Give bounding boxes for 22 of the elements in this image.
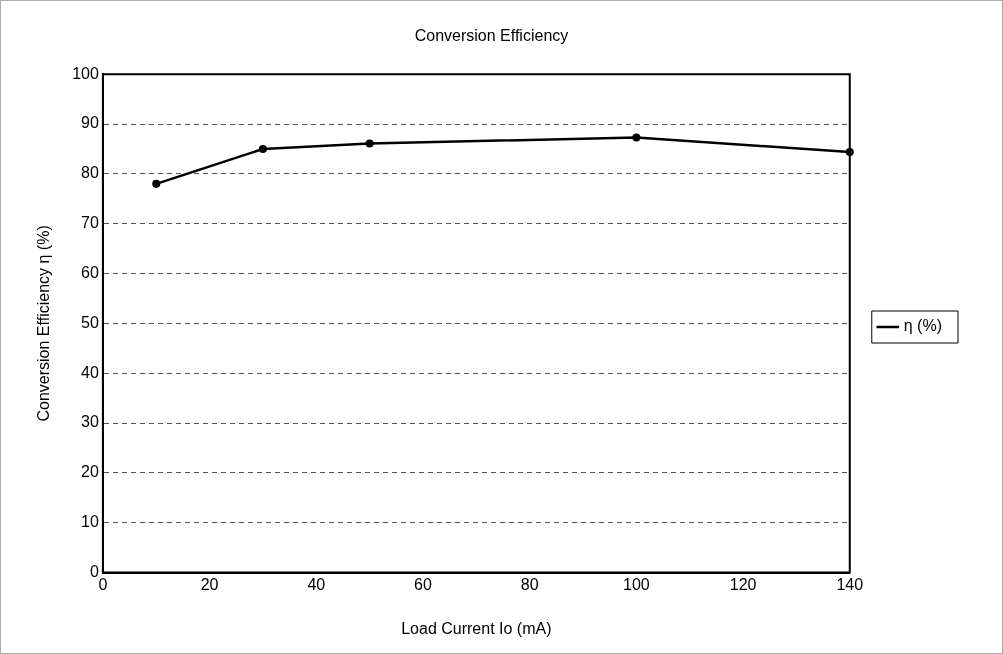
x-tick-label: 100 — [623, 575, 650, 593]
y-tick-label: 80 — [81, 164, 99, 182]
y-tick-label: 0 — [89, 563, 99, 581]
y-tick-label: 50 — [81, 313, 99, 331]
x-axis-title: Load Current Io (mA) — [401, 619, 552, 637]
x-tick-label: 80 — [520, 575, 539, 593]
x-tick-label: 140 — [836, 575, 864, 593]
y-tick-label: 60 — [81, 263, 99, 281]
x-tick-label: 60 — [414, 575, 432, 593]
y-axis-title: Conversion Efficiency η (%) — [35, 225, 53, 422]
y-tick-label: 30 — [81, 413, 99, 431]
chart-title: Conversion Efficiency — [414, 27, 569, 45]
x-tick-label: 20 — [200, 575, 219, 593]
y-tick-label: 20 — [81, 463, 99, 481]
y-tick-label: 40 — [81, 363, 99, 381]
legend-label: η (%) — [903, 317, 943, 335]
x-tick-label: 120 — [729, 575, 757, 593]
y-tick-label: 100 — [72, 64, 99, 82]
x-tick-label: 40 — [307, 575, 326, 593]
y-tick-label: 90 — [81, 114, 99, 132]
y-tick-label: 70 — [81, 214, 99, 232]
y-tick-label: 10 — [81, 513, 99, 531]
